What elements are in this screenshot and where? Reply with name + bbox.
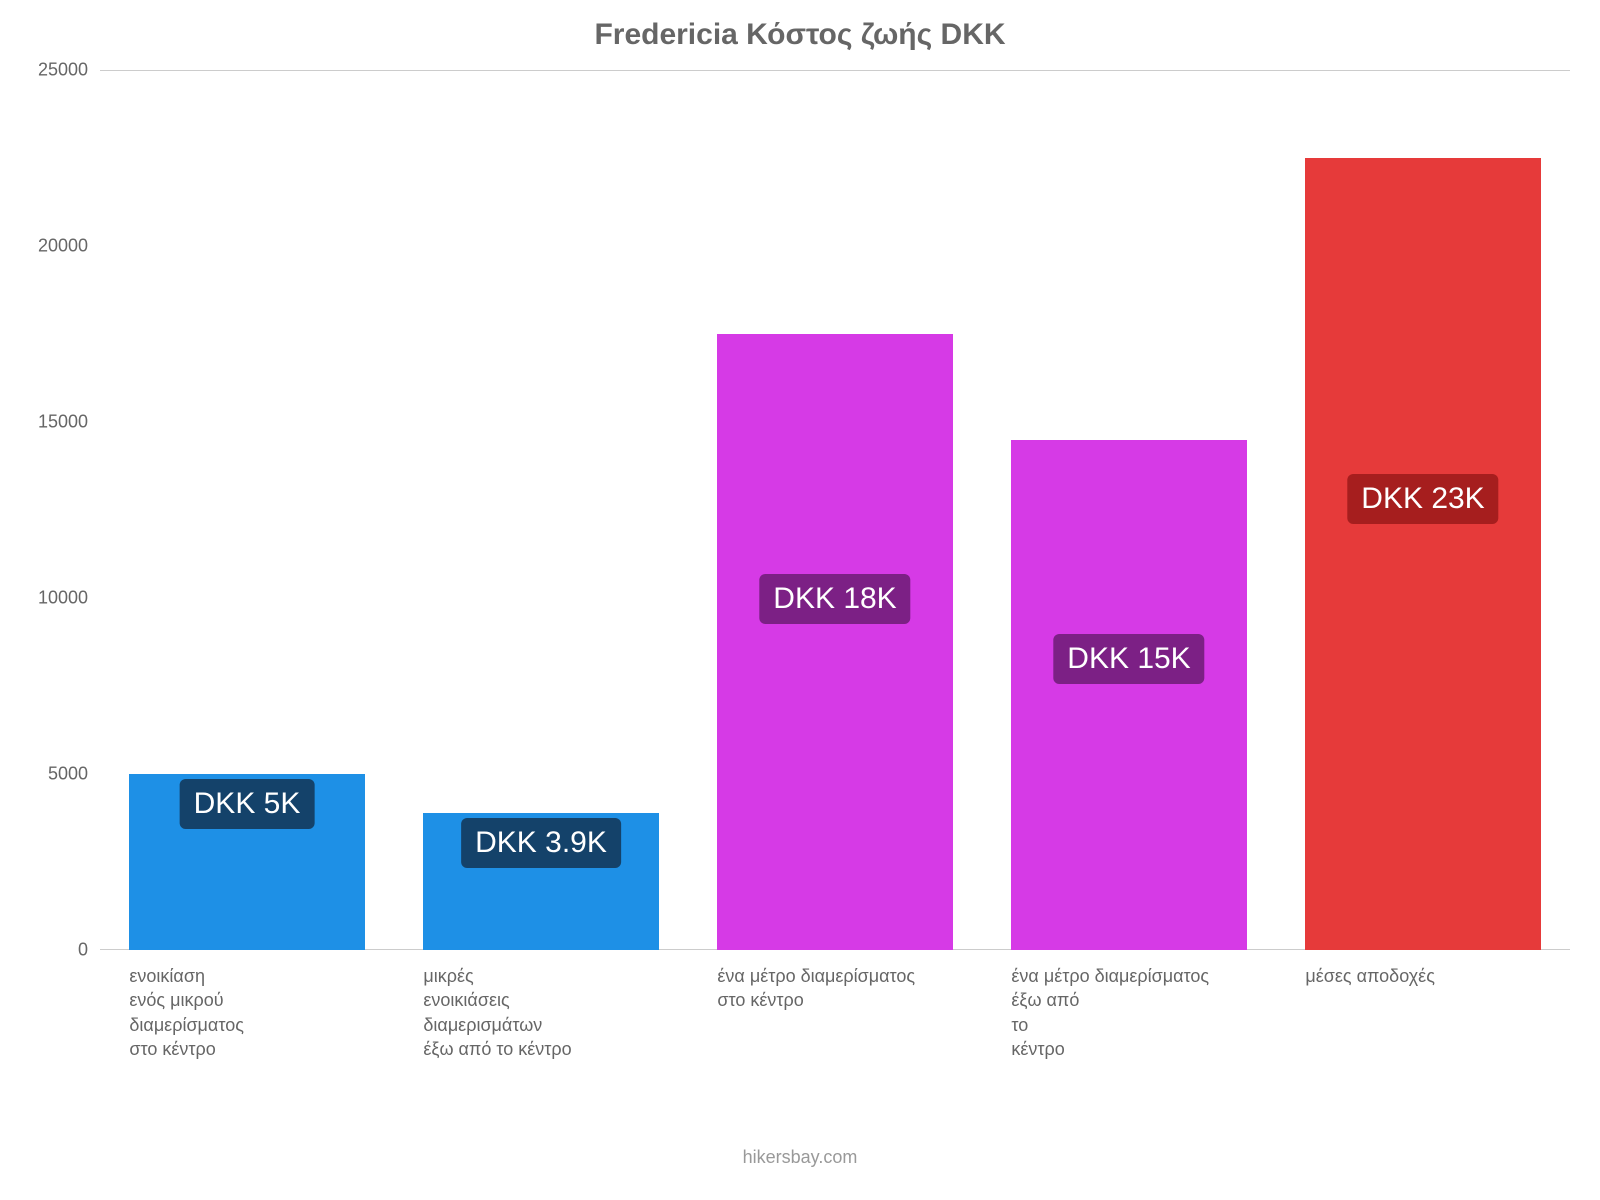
x-tick-label: μικρέςενοικιάσειςδιαμερισμάτωνέξω από το… (423, 964, 658, 1061)
bar (717, 334, 952, 950)
value-badge: DKK 18K (759, 574, 910, 624)
chart-container: Fredericia Κόστος ζωής DKK DKK 5K DKK 3.9… (0, 0, 1600, 1200)
bar (1305, 158, 1540, 950)
plot-area: DKK 5K DKK 3.9K DKK 18K DKK 15K DKK 23K (100, 70, 1570, 950)
x-tick-label: ένα μέτρο διαμερίσματοςέξω απότοκέντρο (1011, 964, 1246, 1061)
x-tick-label-line: ενοικιάσεις (423, 988, 658, 1012)
value-badge: DKK 5K (180, 779, 315, 829)
y-tick-label: 5000 (0, 764, 88, 785)
x-tick-label-line: διαμερισμάτων (423, 1013, 658, 1037)
x-tick-label: ενοικίασηενός μικρούδιαμερίσματοςστο κέν… (129, 964, 364, 1061)
x-tick-label-line: ενοικίαση (129, 964, 364, 988)
x-tick-label: μέσες αποδοχές (1305, 964, 1540, 988)
x-tick-label-line: μέσες αποδοχές (1305, 964, 1540, 988)
x-tick-label-line: ένα μέτρο διαμερίσματος (717, 964, 952, 988)
x-tick-label-line: διαμερίσματος (129, 1013, 364, 1037)
y-tick-label: 10000 (0, 588, 88, 609)
credit-text: hikersbay.com (0, 1147, 1600, 1168)
x-tick-label-line: το (1011, 1013, 1246, 1037)
value-badge: DKK 15K (1053, 634, 1204, 684)
gridline-top (100, 70, 1570, 71)
chart-title: Fredericia Κόστος ζωής DKK (0, 18, 1600, 52)
x-tick-label-line: στο κέντρο (129, 1037, 364, 1061)
x-tick-label-line: ένα μέτρο διαμερίσματος (1011, 964, 1246, 988)
x-tick-label-line: μικρές (423, 964, 658, 988)
value-badge: DKK 3.9K (461, 818, 621, 868)
y-tick-label: 15000 (0, 412, 88, 433)
x-tick-label-line: έξω από το κέντρο (423, 1037, 658, 1061)
x-tick-label-line: στο κέντρο (717, 988, 952, 1012)
y-tick-label: 25000 (0, 60, 88, 81)
value-badge: DKK 23K (1347, 474, 1498, 524)
x-tick-label: ένα μέτρο διαμερίσματοςστο κέντρο (717, 964, 952, 1013)
bar (1011, 440, 1246, 950)
x-tick-label-line: κέντρο (1011, 1037, 1246, 1061)
y-tick-label: 20000 (0, 236, 88, 257)
y-tick-label: 0 (0, 940, 88, 961)
x-tick-label-line: ενός μικρού (129, 988, 364, 1012)
x-tick-label-line: έξω από (1011, 988, 1246, 1012)
